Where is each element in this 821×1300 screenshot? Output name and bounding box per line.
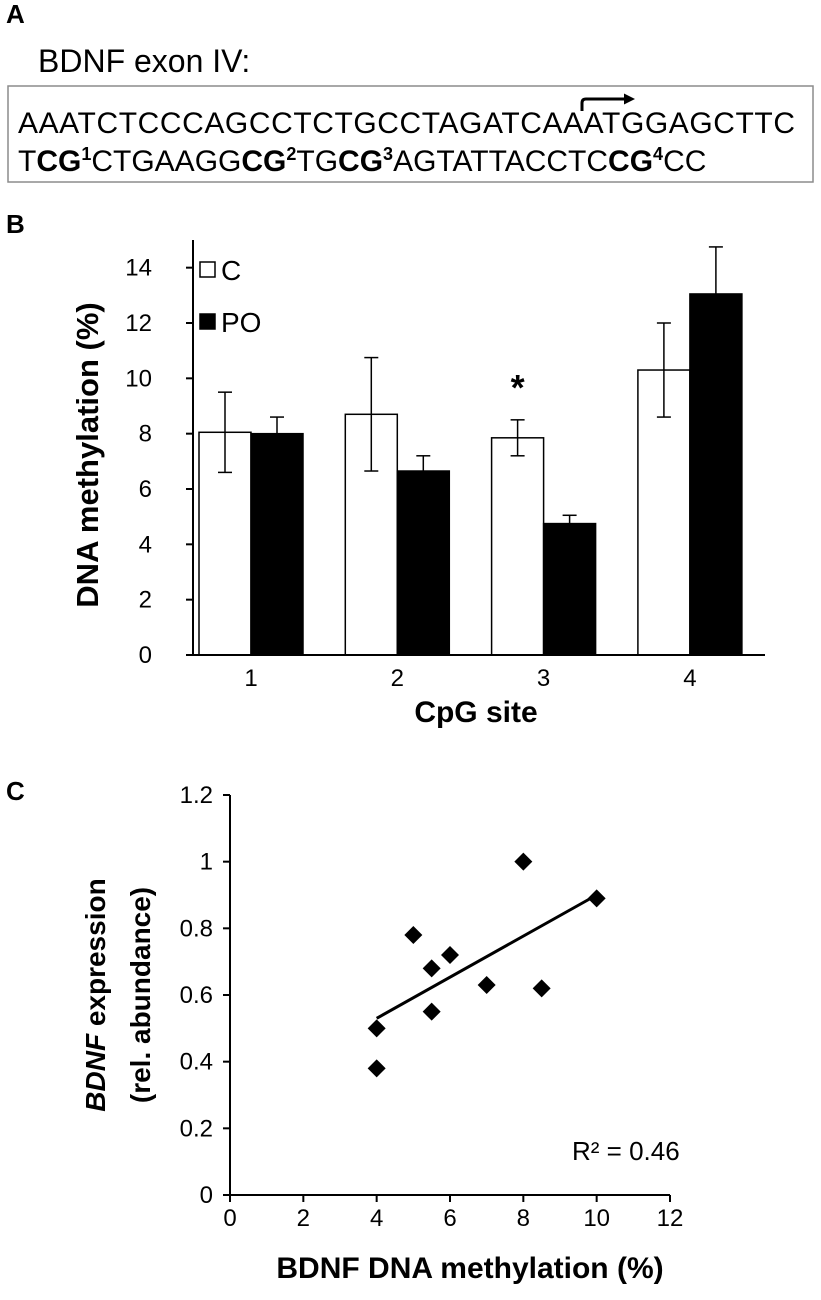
arrow-head (624, 93, 635, 105)
y-tick-label: 12 (125, 310, 152, 337)
y-tick-label: 4 (139, 531, 152, 558)
sequence-box (7, 85, 814, 183)
y-tick-label: 0.4 (180, 1049, 213, 1076)
sequence-segment: AGTATTACCTC (393, 145, 608, 178)
sequence-segment: CC (663, 145, 706, 178)
cpg-site-3-number: 3 (383, 144, 393, 164)
scatter-chart-marks: 0 0.2 0.4 0.6 0.8 1 1.2 0 2 4 6 8 10 12 (180, 782, 684, 1232)
sequence-segment: CTGAAGG (91, 145, 241, 178)
exon-title: BDNF exon IV: (38, 43, 250, 79)
x-tick-label: 3 (537, 665, 550, 692)
transcription-start-arrow-icon (580, 93, 635, 111)
x-axis-title: CpG site (414, 696, 537, 729)
cpg-site-4-number: 4 (653, 144, 663, 164)
x-tick-label: 0 (223, 1205, 236, 1232)
data-point (367, 1059, 386, 1078)
y-tick-label: 0 (139, 642, 152, 669)
data-point (367, 1019, 386, 1038)
arrow-shaft (580, 97, 626, 111)
cpg-site-2-number: 2 (286, 144, 296, 164)
y-tick-label: 6 (139, 476, 152, 503)
x-tick-label: 10 (583, 1205, 610, 1232)
y-tick-label: 14 (125, 255, 152, 282)
y-tick-label: 0 (200, 1182, 213, 1209)
data-point (514, 852, 533, 871)
x-axis-title: BDNF DNA methylation (%) (276, 1252, 663, 1285)
y-tick-label: 1.2 (180, 782, 213, 809)
panel-c: C 0 0.2 0.4 0.6 0.8 1 1.2 0 2 4 6 8 10 12 BDNF expres… (6, 776, 683, 1285)
legend-label-c: C (221, 255, 241, 286)
y-axis-title-rest: expression (80, 878, 111, 1034)
y-tick-label: 0.2 (180, 1115, 213, 1142)
data-point (404, 926, 423, 944)
sequence-segment: TG (296, 145, 338, 178)
legend-swatch-c (199, 261, 216, 278)
y-tick-label: 0.6 (180, 982, 213, 1009)
cpg-site-3: CG (338, 145, 383, 178)
cpg-site-1: CG (36, 145, 81, 178)
sequence-line-1: AAATCTCCCAGCCTCTGCCTAGATCAAATGGAGCTTC (18, 107, 795, 140)
x-tick-label: 4 (683, 665, 696, 692)
r-squared-label: R² = 0.46 (572, 1136, 680, 1166)
panel-a: A BDNF exon IV: AAATCTCCCAGCCTCTGCCTAGAT… (6, 0, 814, 183)
x-tick-label: 2 (391, 665, 404, 692)
bar-po-site-3 (542, 522, 597, 656)
y-tick-label: 1 (200, 849, 213, 876)
y-tick-label: 2 (139, 587, 152, 614)
significance-asterisk: * (511, 367, 525, 408)
y-axis-title-line-1: BDNF expression (80, 878, 111, 1111)
cpg-site-4: CG (608, 145, 653, 178)
data-point (477, 976, 496, 994)
y-axis-title-line-2: (rel. abundance) (125, 887, 156, 1103)
scatter-chart: 0 0.2 0.4 0.6 0.8 1 1.2 0 2 4 6 8 10 12 BDNF expressi… (80, 782, 683, 1285)
x-tick-label: 12 (657, 1205, 684, 1232)
x-tick-label: 4 (370, 1205, 383, 1232)
legend-label-po: PO (221, 307, 261, 338)
bar-po-site-2 (396, 470, 451, 656)
sequence-line-2: TCG1CTGAAGGCG2TGCG3AGTATTACCTCCG4CC (18, 144, 706, 178)
panel-b-label: B (6, 209, 25, 239)
bar-po-site-4 (689, 293, 743, 656)
cpg-site-2: CG (241, 145, 286, 178)
y-axis-title-gene: BDNF (80, 1033, 111, 1112)
x-tick-label: 2 (297, 1205, 310, 1232)
bar-c-site-3 (490, 437, 545, 656)
trendline (375, 893, 598, 1020)
panel-a-label: A (6, 0, 25, 29)
x-tick-label: 8 (517, 1205, 530, 1232)
data-point (532, 979, 551, 998)
data-point (422, 959, 441, 978)
data-point (587, 889, 606, 908)
data-point (422, 1002, 441, 1021)
y-tick-label: 0.8 (180, 915, 213, 942)
sequence-segment: T (18, 145, 36, 178)
cpg-site-1-number: 1 (81, 144, 91, 164)
panel-c-label: C (6, 776, 25, 806)
y-tick-label: 10 (125, 365, 152, 392)
x-tick-label: 1 (244, 665, 257, 692)
data-point (441, 946, 459, 964)
x-tick-label: 6 (443, 1205, 456, 1232)
y-axis-title: DNA methylation (%) (70, 302, 105, 607)
bar-po-site-1 (250, 432, 304, 656)
legend-swatch-po (199, 313, 216, 330)
y-tick-label: 8 (139, 421, 152, 448)
